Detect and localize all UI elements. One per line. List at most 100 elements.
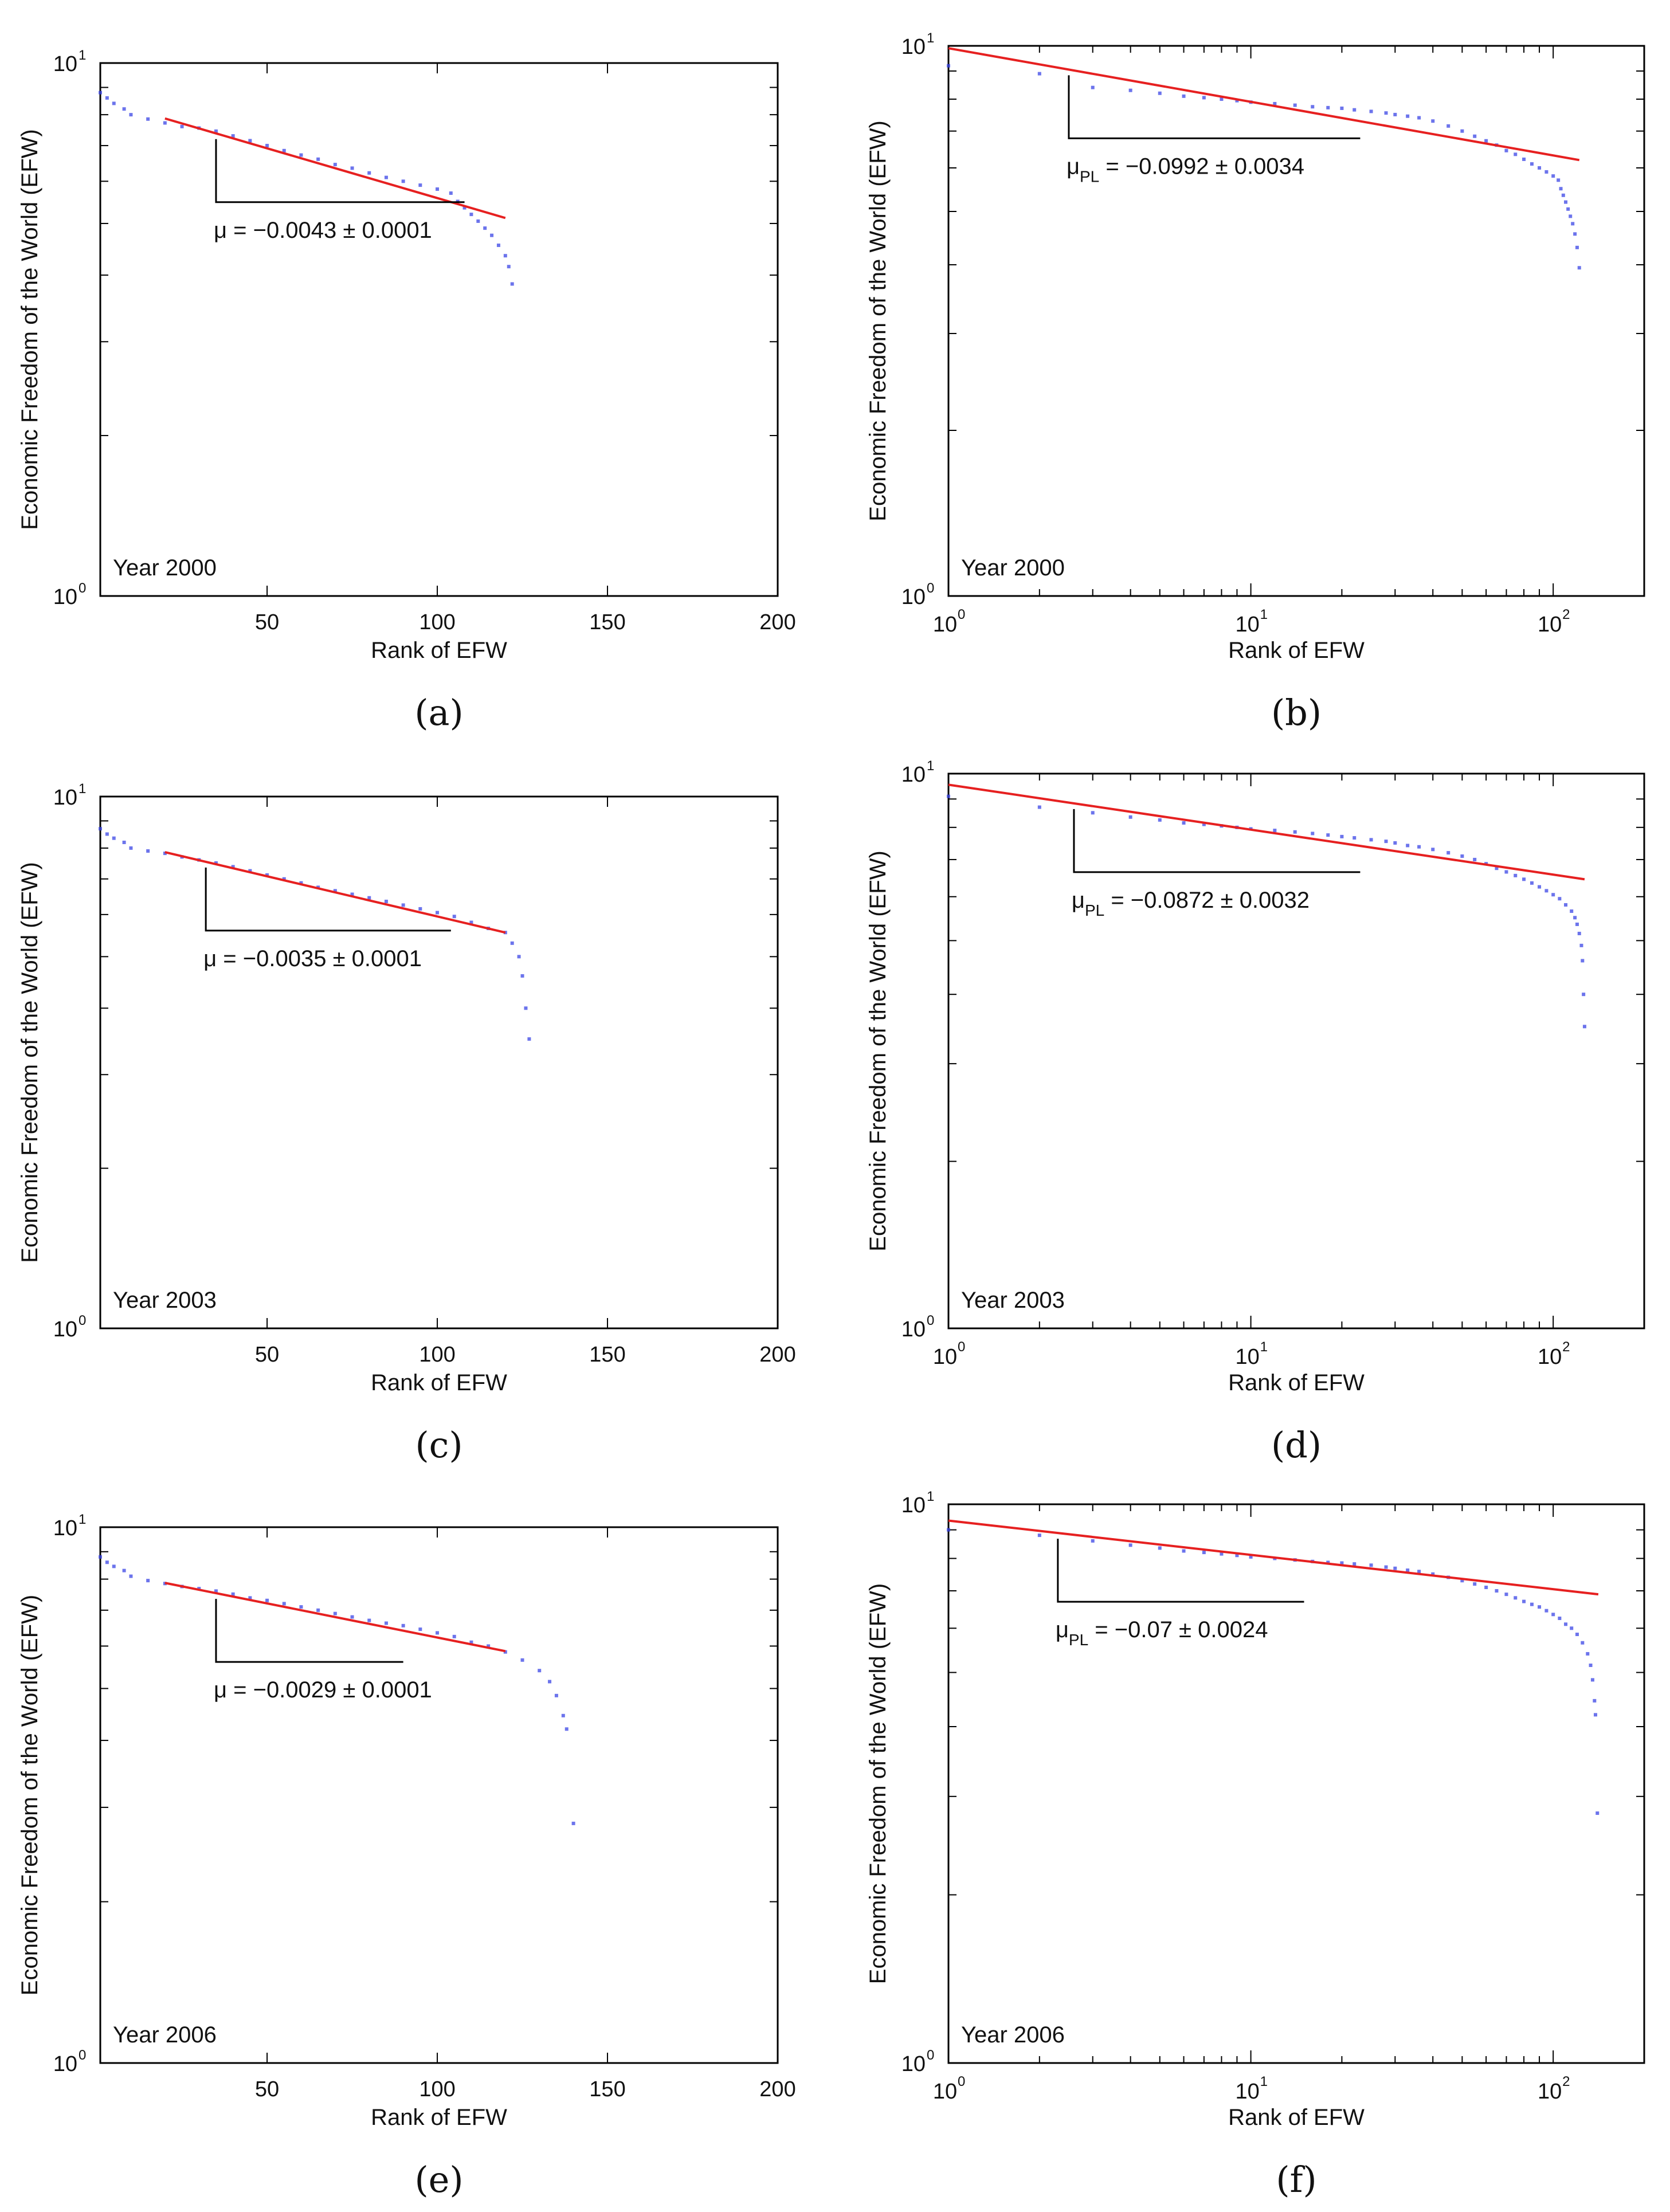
data-point-c-11 [248,869,252,873]
data-point-f-43 [1593,1713,1597,1717]
x-tick-label: 10 [1235,1345,1259,1369]
data-point-d-32 [1544,889,1549,893]
data-point-d-20 [1417,845,1421,849]
panel-caption: (c) [415,1424,462,1466]
data-point-c-12 [265,873,269,877]
data-point-a-23 [449,191,453,195]
data-point-b-1 [1037,72,1041,76]
data-point-f-7 [1220,1552,1224,1556]
data-point-d-1 [1037,805,1041,809]
x-tick-label: 10 [1538,2080,1562,2104]
data-point-f-28 [1514,1596,1518,1600]
x-tick-label: 100 [419,2077,455,2101]
fit-line-f [948,1519,1599,1596]
slope-bracket-b [1068,75,1361,139]
data-point-a-11 [248,139,252,143]
data-point-c-24 [469,920,473,924]
slope-bracket-e [215,1599,403,1663]
y-tick-exponent: 0 [79,2048,86,2063]
x-axis-label: Rank of EFW [371,638,507,663]
slope-value: −0.0035 ± 0.0001 [243,946,422,971]
data-point-c-4 [129,846,133,850]
x-tick-label: 10 [933,2080,957,2104]
data-point-a-7 [180,124,184,128]
slope-bracket-d [1073,809,1361,873]
data-point-e-14 [299,1605,303,1609]
data-point-b-23 [1460,129,1464,133]
data-point-e-10 [231,1592,235,1596]
data-point-b-20 [1417,116,1421,120]
data-point-e-18 [367,1618,371,1622]
data-point-e-23 [452,1634,456,1638]
y-tick-label: 10 [53,585,77,609]
x-tick-label: 50 [255,610,279,634]
data-point-d-34 [1558,897,1562,901]
x-tick-label: 10 [1538,613,1562,637]
y-tick-exponent: 1 [927,30,934,46]
data-point-e-9 [214,1589,218,1593]
data-point-d-3 [1128,815,1132,819]
x-tick-exponent: 2 [1562,2074,1570,2089]
data-point-a-19 [384,175,388,179]
data-point-f-3 [1128,1543,1132,1547]
plot-frame-d [947,772,1645,1329]
y-tick-exponent: 1 [79,48,86,63]
slope-value: = −0.0872 ± 0.0032 [1104,888,1310,913]
x-tick-label: 10 [933,613,957,637]
data-point-f-31 [1538,1605,1542,1609]
data-point-c-1 [105,832,109,836]
data-point-b-25 [1484,139,1488,143]
y-axis-label: Economic Freedom of the World (EFW) [17,1595,42,1995]
data-point-d-28 [1514,873,1518,877]
data-point-d-37 [1573,916,1577,920]
data-point-f-38 [1581,1641,1585,1645]
data-point-d-14 [1340,834,1344,838]
y-axis-label: Economic Freedom of the World (EFW) [865,850,891,1251]
data-point-e-30 [554,1693,558,1697]
x-tick-label: 50 [255,2077,279,2101]
data-point-a-16 [333,163,337,167]
data-point-f-32 [1544,1609,1549,1613]
data-point-c-2 [112,836,116,840]
data-point-b-32 [1544,170,1549,174]
data-point-c-28 [517,955,521,959]
data-point-c-13 [282,877,286,881]
data-point-a-29 [490,233,494,237]
data-point-b-21 [1431,119,1435,123]
data-point-a-15 [316,157,320,161]
y-axis-label: Economic Freedom of the World (EFW) [17,862,42,1262]
data-point-b-37 [1564,200,1568,204]
data-point-e-19 [384,1621,388,1625]
slope-subscript: PL [1080,167,1099,185]
data-point-e-3 [122,1568,126,1572]
data-point-b-22 [1446,124,1451,128]
data-point-c-22 [436,911,440,915]
data-point-b-34 [1557,178,1561,182]
slope-label: μ = −0.0035 ± 0.0001 [203,946,422,971]
data-point-e-33 [571,1821,575,1825]
data-point-c-20 [401,903,405,907]
data-point-b-40 [1571,222,1575,226]
y-tick-exponent: 1 [927,1489,934,1504]
slope-symbol: μ = [214,1677,253,1703]
fit-line-b [948,47,1580,162]
data-point-d-30 [1530,881,1534,885]
data-point-a-2 [112,101,116,105]
data-point-e-0 [99,1555,102,1559]
data-point-a-5 [146,117,150,121]
data-point-f-40 [1589,1663,1593,1667]
x-tick-label: 100 [419,1343,455,1367]
data-point-e-27 [520,1658,524,1662]
year-annotation: Year 2006 [113,2022,217,2048]
data-point-e-17 [350,1615,354,1619]
y-tick-exponent: 0 [79,1313,86,1328]
data-point-f-25 [1484,1586,1488,1590]
x-tick-exponent: 0 [958,607,965,622]
slope-value: −0.0043 ± 0.0001 [253,218,432,243]
x-tick-label: 10 [1235,613,1259,637]
plot-frame-a [99,62,779,597]
data-point-f-16 [1369,1563,1373,1567]
y-tick-exponent: 0 [927,1313,934,1328]
